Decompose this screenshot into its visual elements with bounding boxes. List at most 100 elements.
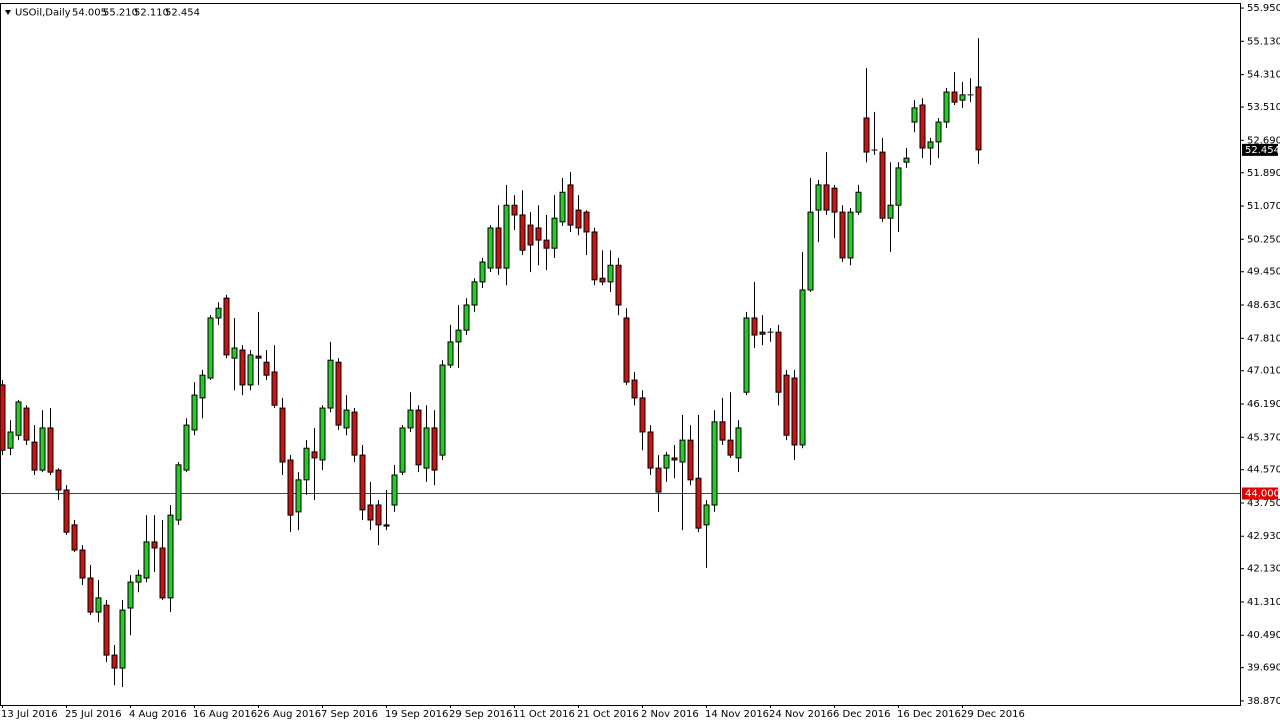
candle-body [743, 317, 750, 393]
candle-body [167, 514, 174, 599]
candle-body [535, 227, 542, 241]
candle-body [951, 91, 958, 103]
candle-body [287, 459, 294, 516]
y-tick-label: 38.870 [1247, 696, 1280, 707]
candle-body [351, 411, 358, 456]
candle-body [367, 504, 374, 521]
candle-body [839, 211, 846, 259]
x-tick-label: 29 Sep 2016 [449, 709, 512, 720]
candle-body [423, 427, 430, 469]
y-tick-label: 51.070 [1247, 201, 1280, 212]
y-tick-label: 54.310 [1247, 70, 1280, 81]
y-tick-label: 55.130 [1247, 36, 1280, 47]
candle-body [631, 379, 638, 399]
y-tick-label: 49.450 [1247, 267, 1280, 278]
x-tick-label: 16 Dec 2016 [897, 709, 961, 720]
candle-body [151, 541, 158, 549]
candle-body [671, 457, 678, 461]
y-tick-label: 42.930 [1247, 531, 1280, 542]
x-tick-label: 14 Nov 2016 [705, 709, 769, 720]
candle-body [95, 597, 102, 613]
candle-body [783, 374, 790, 436]
candle-body [687, 439, 694, 481]
candle-body [863, 117, 870, 153]
candle-body [143, 541, 150, 579]
candle-body [303, 447, 310, 481]
candle-body [223, 297, 230, 356]
y-tick-label: 52.690 [1247, 135, 1280, 146]
candle-body [607, 264, 614, 283]
candle-body [103, 604, 110, 656]
header-value: 52.454 [165, 8, 200, 19]
candle-body [879, 151, 886, 219]
candle-body [399, 427, 406, 473]
candle-body [63, 489, 70, 533]
candle-body [847, 211, 854, 259]
y-tick-label: 40.490 [1247, 630, 1280, 641]
candle-body [415, 409, 422, 466]
candle-body [39, 427, 46, 471]
candle-body [255, 355, 262, 359]
candle-body [599, 277, 606, 283]
candle-body [823, 184, 830, 211]
y-tick-label: 47.010 [1247, 366, 1280, 377]
candle-body [431, 427, 438, 471]
y-tick-label: 47.810 [1247, 333, 1280, 344]
y-tick-label: 55.950 [1247, 3, 1280, 14]
hline-label: 44.000 [1245, 489, 1280, 500]
hline-label-box [1242, 487, 1278, 500]
candle-body [655, 467, 662, 493]
x-tick-label: 11 Oct 2016 [513, 709, 575, 720]
candle-body [335, 361, 342, 426]
candle-body [647, 431, 654, 469]
header-value: 54.005 [72, 8, 107, 19]
candle-body [447, 341, 454, 366]
menu-arrow [5, 10, 11, 15]
x-tick-label: 19 Sep 2016 [385, 709, 448, 720]
candle-body [231, 347, 238, 359]
candle-body [559, 191, 566, 223]
last-price-box [1242, 143, 1278, 156]
candle-body [495, 227, 502, 269]
candle-body [975, 86, 982, 151]
candle-body [215, 307, 222, 319]
candle-body [943, 91, 950, 123]
candle-body [591, 231, 598, 281]
candle-body [703, 504, 710, 526]
candle-body [247, 354, 254, 386]
candle-body [159, 547, 166, 599]
candle-body [855, 191, 862, 213]
x-tick-label: 24 Nov 2016 [769, 709, 833, 720]
candle-body [7, 431, 14, 449]
candle-body [735, 427, 742, 459]
candle-body [887, 204, 894, 219]
candle-body [543, 239, 550, 249]
candle-body [263, 361, 270, 376]
candle-body [679, 439, 686, 463]
candle-body [319, 407, 326, 461]
y-tick-label: 53.510 [1247, 102, 1280, 113]
marks [0, 38, 1240, 688]
y-tick-label: 42.130 [1247, 564, 1280, 575]
candle-body [127, 581, 134, 609]
y-tick-label: 39.690 [1247, 663, 1280, 674]
candle-body [759, 331, 766, 335]
candle-body [815, 184, 822, 211]
candle-body [71, 524, 78, 551]
candle-body [519, 214, 526, 251]
candle-body [831, 187, 838, 213]
candle-body [639, 397, 646, 433]
candle-body [295, 479, 302, 513]
candle-body [903, 157, 910, 163]
candle-body [207, 317, 214, 379]
candle-body [935, 121, 942, 143]
y-tick-label: 46.190 [1247, 399, 1280, 410]
candle-body [191, 394, 198, 431]
candle-body [479, 261, 486, 283]
candle-body [343, 409, 350, 429]
candle-body [463, 304, 470, 331]
y-tick-label: 45.370 [1247, 432, 1280, 443]
header-value: 55.210 [103, 8, 138, 19]
